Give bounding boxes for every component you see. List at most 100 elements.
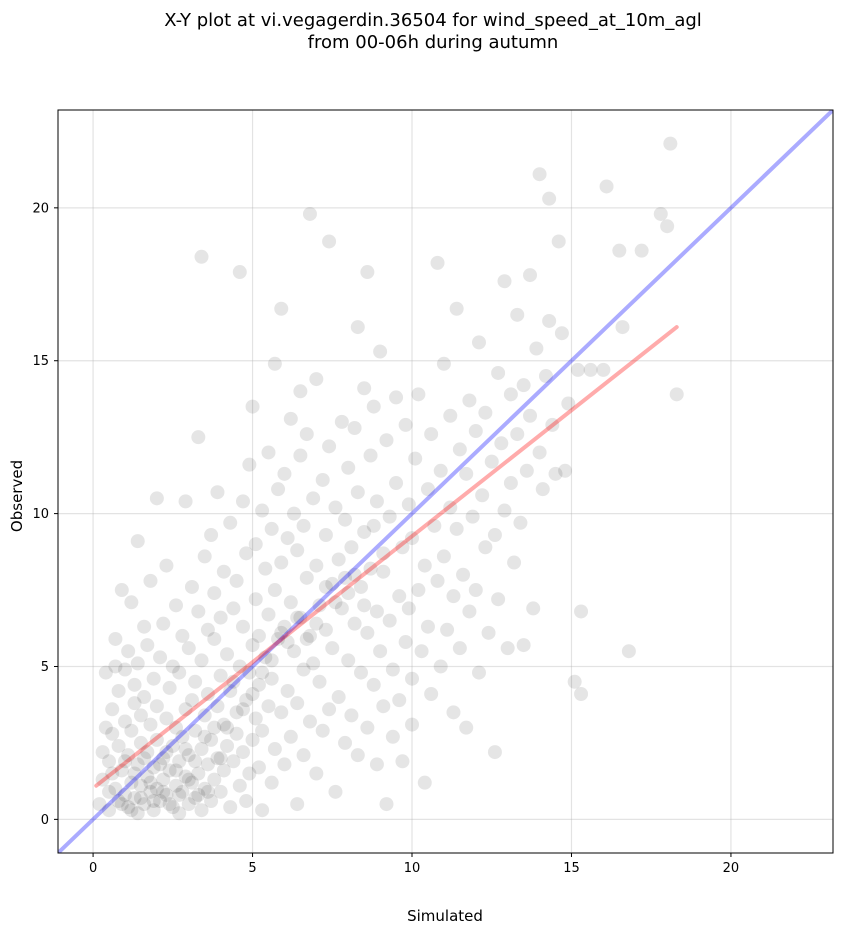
data-point — [296, 662, 311, 677]
data-point — [248, 592, 263, 607]
data-point — [357, 381, 372, 396]
data-point — [615, 320, 630, 335]
data-point — [427, 518, 442, 533]
data-point — [347, 420, 362, 435]
data-point — [232, 778, 247, 793]
data-point — [344, 708, 359, 723]
data-point — [156, 751, 171, 766]
data-point — [204, 732, 219, 747]
data-point — [494, 436, 509, 451]
data-point — [293, 448, 308, 463]
data-point — [283, 595, 298, 610]
data-point — [366, 518, 381, 533]
data-point — [382, 509, 397, 524]
data-point — [417, 775, 432, 790]
data-point — [328, 784, 343, 799]
data-point — [121, 800, 136, 815]
data-point — [510, 427, 525, 442]
data-point — [124, 775, 139, 790]
data-point — [111, 683, 126, 698]
data-point — [478, 405, 493, 420]
data-point — [449, 521, 464, 536]
data-point — [331, 690, 346, 705]
data-point — [283, 729, 298, 744]
data-point — [124, 803, 139, 818]
data-point — [500, 641, 515, 656]
data-point — [376, 564, 391, 579]
data-point — [165, 659, 180, 674]
data-point — [468, 583, 483, 598]
data-point — [440, 622, 455, 637]
data-point — [554, 326, 569, 341]
data-point — [497, 503, 512, 518]
data-point — [165, 738, 180, 753]
data-point — [322, 439, 337, 454]
data-point — [220, 647, 235, 662]
data-point — [596, 362, 611, 377]
data-point — [347, 567, 362, 582]
axis-ticks: 0 5 10 15 20 0 5 10 15 20 — [32, 201, 739, 876]
data-point — [433, 659, 448, 674]
data-point — [181, 748, 196, 763]
data-point — [213, 784, 228, 799]
data-point — [271, 482, 286, 497]
data-point — [181, 641, 196, 656]
data-point — [446, 705, 461, 720]
data-point — [299, 570, 314, 585]
data-point — [207, 631, 222, 646]
data-point — [235, 494, 250, 509]
chart-title-line2: from 00-06h during autumn — [308, 32, 559, 53]
data-point — [223, 515, 238, 530]
data-point — [312, 674, 327, 689]
data-point — [542, 313, 557, 328]
data-point — [395, 540, 410, 555]
data-point — [341, 653, 356, 668]
data-point — [223, 800, 238, 815]
data-point — [229, 573, 244, 588]
data-point — [360, 720, 375, 735]
data-point — [124, 723, 139, 738]
data-point — [178, 494, 193, 509]
data-point — [143, 573, 158, 588]
data-point — [405, 531, 420, 546]
data-point — [296, 748, 311, 763]
data-point — [251, 677, 266, 692]
data-point — [191, 787, 206, 802]
data-point — [207, 586, 222, 601]
data-point — [137, 797, 152, 812]
data-point — [347, 616, 362, 631]
data-point — [146, 671, 161, 686]
data-point — [143, 784, 158, 799]
data-point — [114, 797, 129, 812]
data-point — [280, 531, 295, 546]
data-point — [465, 509, 480, 524]
data-point — [456, 567, 471, 582]
data-point — [194, 803, 209, 818]
x-tick-label: 15 — [563, 861, 580, 876]
data-point — [538, 369, 553, 384]
data-point — [353, 579, 368, 594]
data-point — [293, 384, 308, 399]
data-point — [127, 790, 142, 805]
data-point — [331, 552, 346, 567]
data-point — [153, 757, 168, 772]
data-point — [133, 708, 148, 723]
data-point — [127, 677, 142, 692]
data-point — [420, 619, 435, 634]
data-point — [130, 757, 145, 772]
data-point — [459, 720, 474, 735]
data-point — [245, 399, 260, 414]
data-point — [487, 745, 502, 760]
fit-line — [94, 325, 679, 788]
data-point — [449, 301, 464, 316]
data-point — [121, 748, 136, 763]
data-point — [411, 387, 426, 402]
data-point — [357, 598, 372, 613]
data-point — [121, 644, 136, 659]
data-point — [261, 699, 276, 714]
y-tick-label: 10 — [32, 507, 49, 522]
data-point — [159, 558, 174, 573]
data-point — [287, 644, 302, 659]
data-point — [318, 622, 333, 637]
